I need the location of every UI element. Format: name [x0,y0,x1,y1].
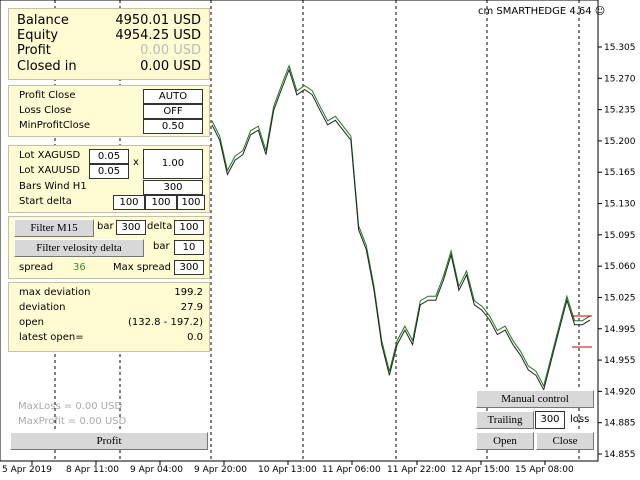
price-label: 15.200 [604,137,636,147]
value: 199.2 [174,287,203,298]
open-button[interactable]: Open [476,432,534,450]
input[interactable]: 0.05 [89,149,129,164]
input[interactable]: 100 [174,220,204,235]
input[interactable]: AUTO [143,89,203,104]
price-line [211,68,591,392]
price-label: 15.305 [604,43,636,53]
trailing-input[interactable]: 300 [535,411,565,429]
label: Loss Close [19,105,72,116]
label: Profit Close [19,90,76,101]
profit-button[interactable]: Profit [10,432,208,450]
value: 27.9 [180,302,203,313]
time-label: 11 Apr 22:00 [387,465,446,475]
max-profit: MaxProfit = 0.00 USD [18,416,127,427]
label: Closed in [17,59,77,74]
time-label: 9 Apr 04:00 [130,465,183,475]
button[interactable]: Filter velosity delta [14,239,144,257]
input[interactable]: OFF [143,104,203,119]
label: delta [147,221,173,232]
price-label: 14.855 [604,450,636,460]
label: Profit [17,43,51,58]
filter-panel: Filter M15 bar 300 delta 100 Filter velo… [8,216,210,279]
value: 0.00 USD [140,59,201,74]
label: Lot XAGUSD [19,150,81,161]
input[interactable]: 0.50 [143,119,203,134]
time-label: 9 Apr 20:00 [194,465,247,475]
price-label: 15.060 [604,262,636,272]
input[interactable]: 100 [145,195,177,210]
label: MinProfitClose [19,120,91,131]
label: Start delta [19,196,72,207]
max-loss: MaxLoss = 0.00 USD [18,401,123,412]
time-label: 8 Apr 11:00 [66,465,119,475]
price-line-shadow [211,64,591,388]
price-label: 15.165 [604,168,636,178]
label: spread [19,262,54,273]
time-label: 5 Apr 2019 [2,465,52,475]
value: (132.8 - 197.2) [127,317,203,328]
account-panel: Balance 4950.01 USD Equity 4954.25 USD P… [8,8,210,80]
price-label: 15.025 [604,293,636,303]
chart-frame [0,0,599,462]
price-label: 14.885 [604,419,636,429]
price-label: 15.130 [604,200,636,210]
close-button[interactable]: Close [536,432,594,450]
lot-panel: Lot XAGUSD 0.05 Lot XAUUSD 0.05 x 1.00 B… [8,145,210,213]
manual-control-button[interactable]: Manual control [476,390,594,408]
value: 36 [73,262,86,273]
label: Bars Wind H1 [19,181,87,192]
price-label: 15.235 [604,106,636,116]
time-label: 15 Apr 08:00 [515,465,574,475]
value: 4954.25 USD [115,28,201,43]
label: Balance [17,13,69,28]
label: x [133,157,139,168]
value: 0.00 USD [140,43,201,58]
input[interactable]: 100 [113,195,145,210]
input[interactable]: 300 [143,180,203,195]
label: open [19,317,44,328]
input[interactable]: 0.05 [89,164,129,179]
close-panel: Profit Close AUTO Loss Close OFF MinProf… [8,85,210,137]
input[interactable]: 300 [174,260,204,275]
trailing-button[interactable]: Trailing [476,411,534,429]
input[interactable]: 300 [116,220,146,235]
price-label: 14.955 [604,356,636,366]
label: Lot XAUUSD [19,165,80,176]
input[interactable]: 1.00 [143,149,203,179]
label: bar [97,221,114,232]
input[interactable]: 10 [174,240,204,255]
expert-label: cm SMARTHEDGE 4.64 ☺ [478,6,606,17]
time-label: 12 Apr 15:00 [451,465,510,475]
price-label: 15.095 [604,231,636,241]
label: bar [153,241,170,252]
label: loss [570,414,590,425]
price-label: 15.270 [604,74,636,84]
expert-name: cm SMARTHEDGE 4.64 [478,6,592,17]
label: deviation [19,302,66,313]
label: latest open= [19,332,84,343]
stats-panel: max deviation 199.2 deviation 27.9 open (132.… [8,282,210,352]
input[interactable]: 100 [177,195,205,210]
button[interactable]: Filter M15 [14,219,94,237]
label: Max spread [113,262,171,273]
price-label: 14.995 [604,325,636,335]
price-label: 14.920 [604,387,636,397]
value: 0.0 [187,332,203,343]
label: max deviation [19,287,91,298]
time-label: 11 Apr 06:00 [322,465,381,475]
label: Equity [17,28,59,43]
value: 4950.01 USD [115,13,201,28]
time-label: 10 Apr 13:00 [258,465,317,475]
